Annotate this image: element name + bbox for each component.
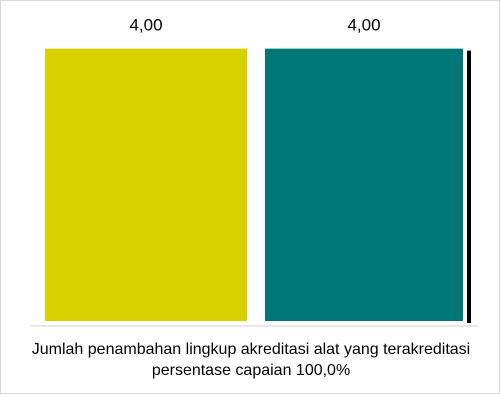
bar-1-value-label: 4,00: [129, 16, 162, 35]
plot-area: 4,00 4,00: [31, 16, 479, 327]
chart-caption: Jumlah penambahan lingkup akreditasi ala…: [31, 341, 471, 379]
bar-2-value-label: 4,00: [347, 16, 380, 35]
bar-shadow: [464, 50, 471, 324]
bar-1: [41, 44, 251, 326]
bar-2: [261, 44, 467, 326]
